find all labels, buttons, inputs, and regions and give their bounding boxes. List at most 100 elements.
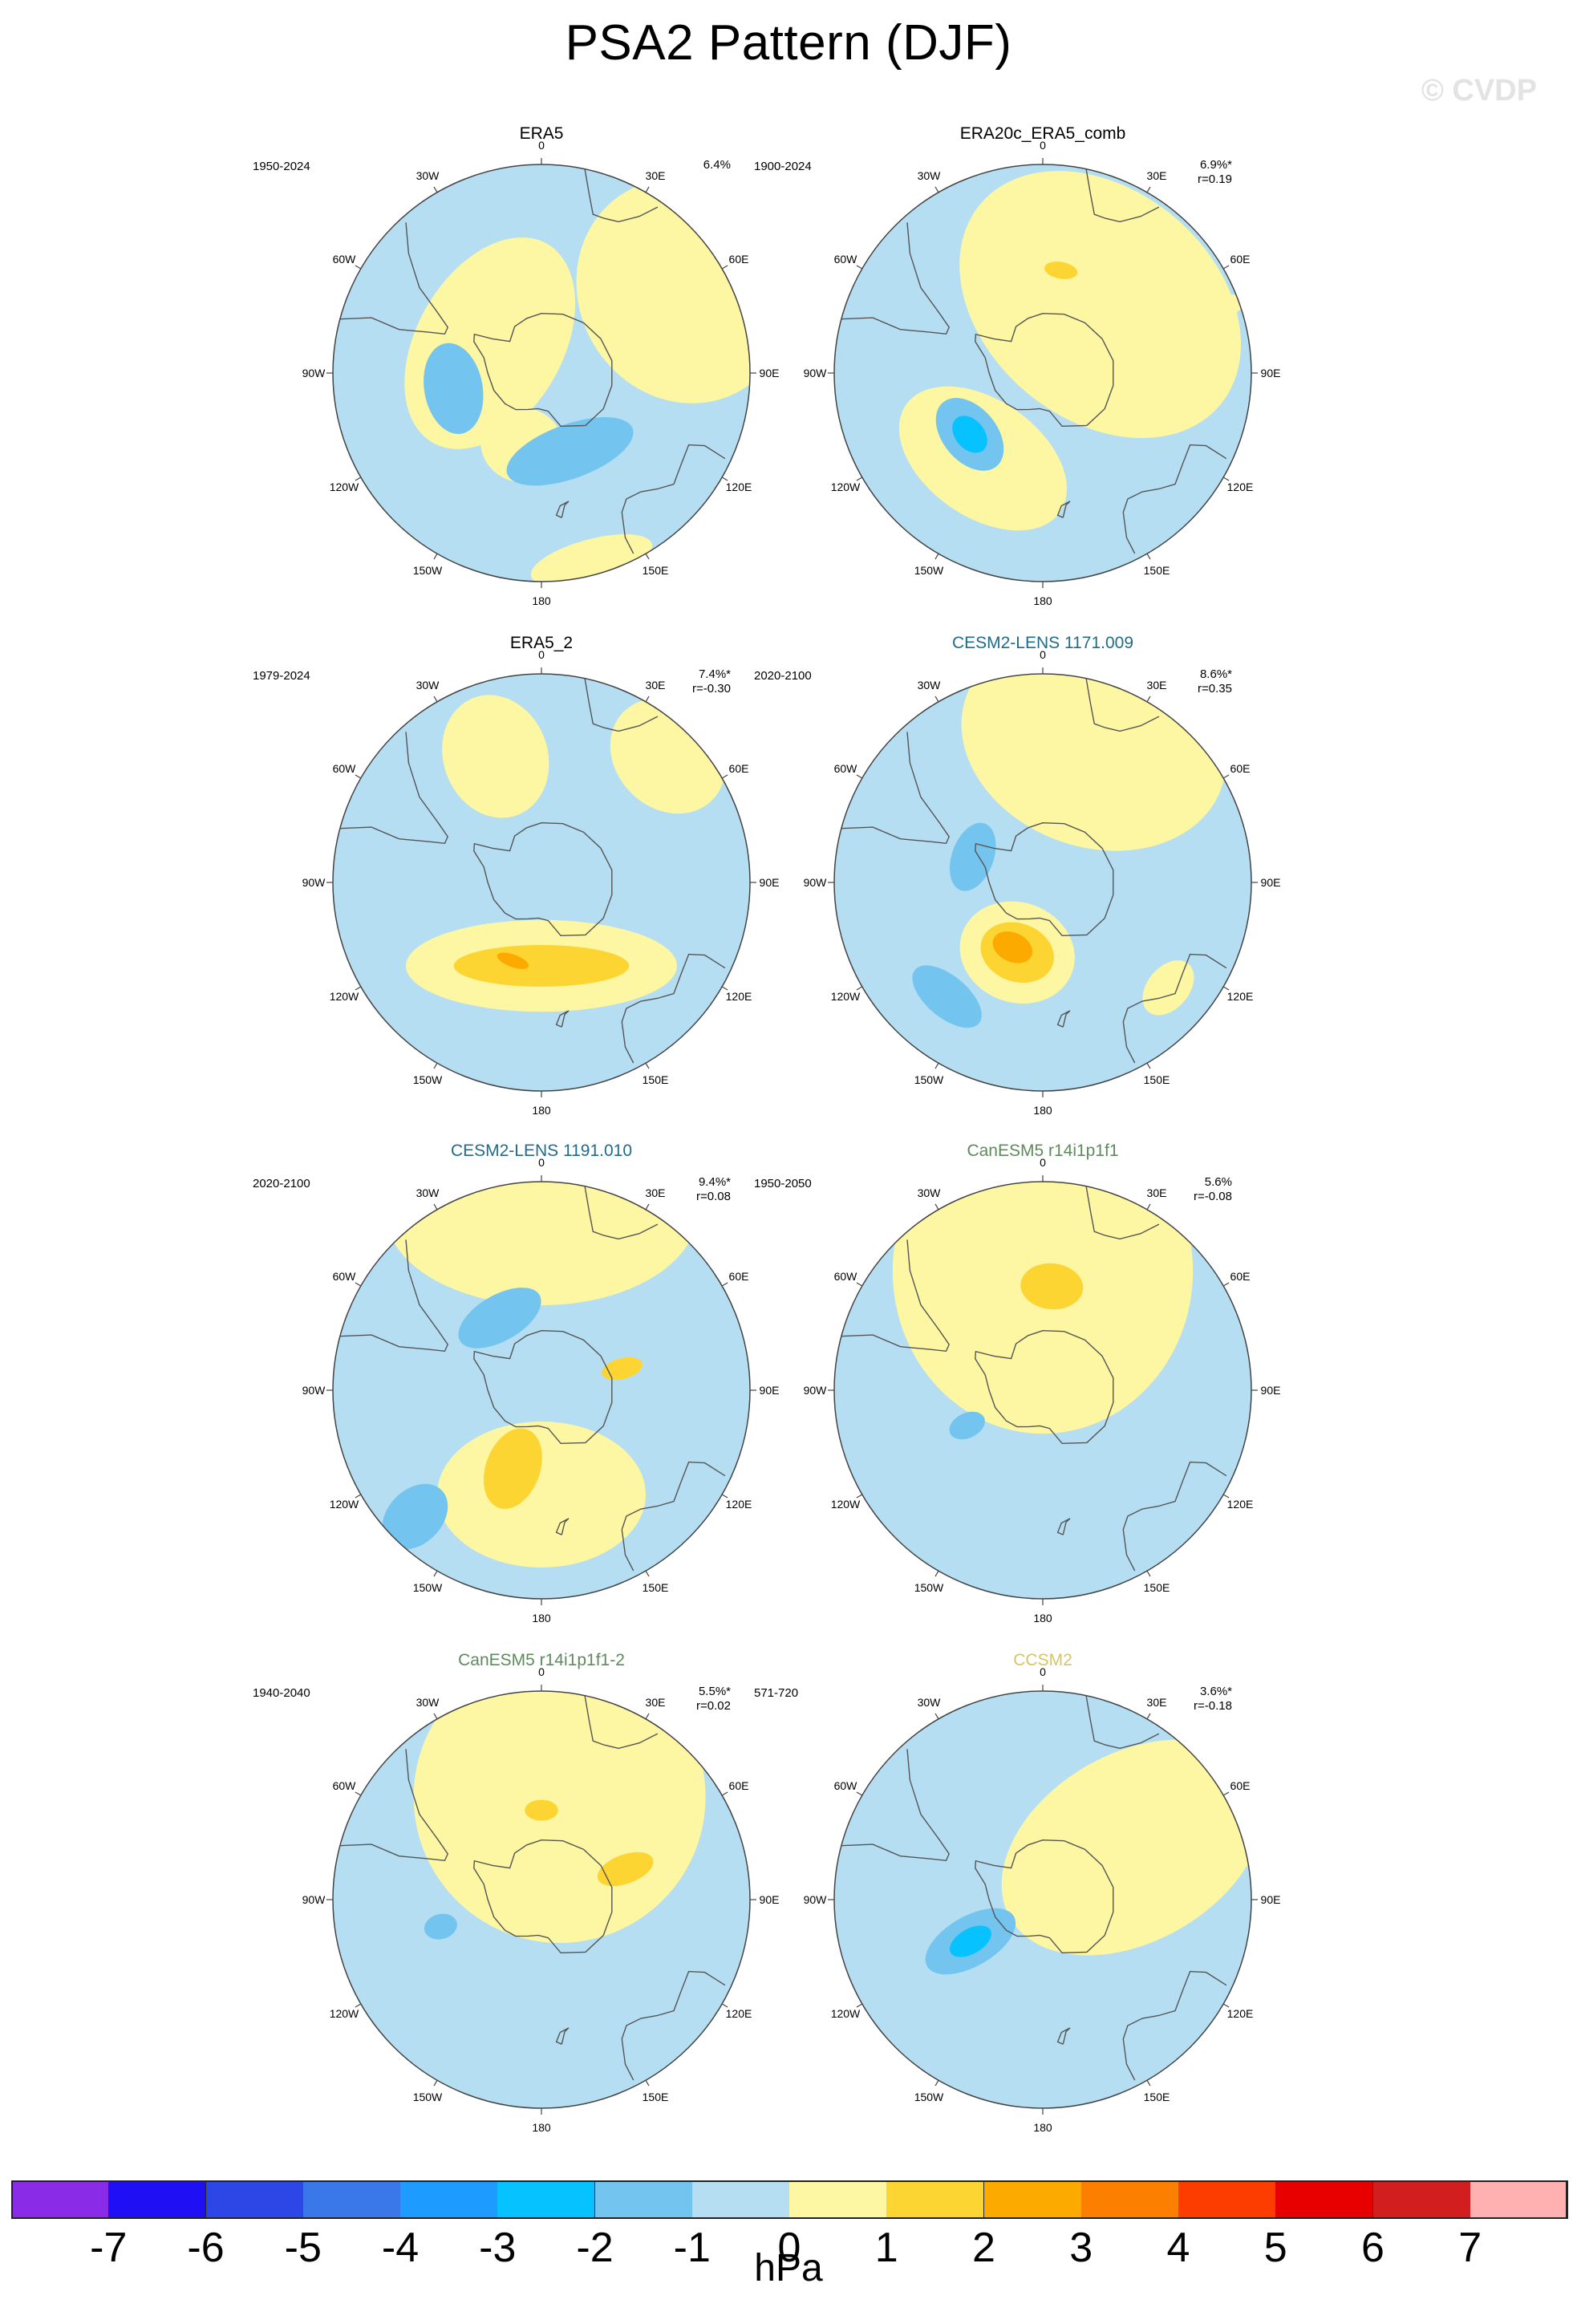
longitude-tick: [721, 986, 728, 991]
longitude-label: 30W: [416, 1696, 440, 1709]
longitude-label: 30W: [918, 679, 942, 692]
longitude-tick: [645, 1570, 650, 1577]
longitude-label: 60E: [1230, 762, 1251, 775]
panel-variance: 6.4%: [659, 158, 731, 172]
longitude-tick: [934, 1570, 939, 1577]
longitude-tick: [856, 1494, 863, 1499]
anomaly-contour-pos1: [1001, 1739, 1251, 1956]
longitude-label: 150E: [1144, 1073, 1170, 1086]
coastline: [584, 678, 659, 732]
longitude-label: 90E: [760, 1384, 780, 1397]
coastline: [1056, 1518, 1071, 1535]
coastline: [339, 1749, 448, 1862]
longitude-label: 30E: [646, 1696, 666, 1709]
longitude-label: 90E: [760, 367, 780, 379]
longitude-label: 30E: [646, 1186, 666, 1199]
panel-title: CCSM2: [1013, 1651, 1072, 1669]
longitude-tick: [1222, 265, 1230, 270]
longitude-tick: [645, 186, 650, 193]
antarctica-coastline: [975, 1329, 1114, 1445]
longitude-tick: [433, 2079, 438, 2087]
longitude-label: 90W: [804, 367, 828, 379]
colorbar-box: [108, 2180, 207, 2219]
polar-map: 0 30E 60E 90E 120E 150E 180 150W 120W 90W 60W 30W: [302, 648, 780, 1117]
panel-variance: 7.4%* r=-0.30: [659, 667, 731, 696]
longitude-tick: [645, 553, 650, 560]
longitude-label: 120E: [1227, 1498, 1254, 1511]
longitude-label: 60W: [333, 253, 357, 266]
pattern-correlation: r=0.35: [1198, 682, 1232, 696]
longitude-label: 60W: [834, 1270, 858, 1283]
longitude-label: 90W: [302, 1893, 326, 1906]
colorbar-box: [205, 2180, 304, 2219]
colorbar-tick-label: -6: [187, 2225, 225, 2271]
longitude-label: 0: [1040, 1156, 1046, 1169]
anomaly-contour-pos2: [597, 1851, 654, 1887]
longitude-tick: [355, 2003, 362, 2008]
panel-years: 1979-2024: [253, 669, 310, 683]
longitude-tick: [645, 1203, 650, 1211]
longitude-tick: [934, 553, 939, 560]
variance-percent: 9.4%*: [698, 1175, 731, 1189]
variance-percent: 7.4%*: [698, 667, 731, 681]
anomaly-contour-neg2: [424, 1913, 457, 1940]
longitude-label: 150E: [643, 2091, 669, 2103]
anomaly-contour-pos1: [437, 1422, 646, 1568]
longitude-label: 90W: [302, 1384, 326, 1397]
colorbar-tick-label: -7: [90, 2225, 128, 2271]
longitude-label: 60E: [1230, 1779, 1251, 1792]
longitude-tick: [433, 1713, 438, 1720]
longitude-label: 150W: [914, 1073, 944, 1086]
longitude-tick: [645, 1713, 650, 1720]
colorbar-box: [1372, 2180, 1471, 2219]
longitude-label: 180: [1033, 1612, 1052, 1624]
longitude-label: 30E: [646, 679, 666, 692]
longitude-label: 150W: [413, 2091, 443, 2103]
polar-map: 0 30E 60E 90E 120E 150E 180 150W 120W 90W 60W 30W: [804, 1665, 1281, 2134]
longitude-label: 0: [538, 1665, 545, 1678]
coastline: [584, 1695, 659, 1750]
longitude-tick: [355, 774, 362, 779]
longitude-label: 180: [532, 1612, 551, 1624]
colorbar-tick-label: -4: [381, 2225, 420, 2271]
map-panel-era5: ERA5 1950-2024 6.4% 0 30E 60E 90E 120E 150E 180 15…: [213, 124, 870, 622]
coastline: [621, 1461, 726, 1572]
antarctica-coastline: [473, 1839, 613, 1954]
longitude-label: 120W: [330, 481, 359, 493]
longitude-label: 30E: [1147, 1696, 1167, 1709]
panel-years: 1950-2024: [253, 160, 310, 173]
colorbar-box: [1178, 2180, 1276, 2219]
longitude-tick: [856, 477, 863, 481]
longitude-label: 60E: [729, 762, 749, 775]
longitude-label: 120E: [1227, 481, 1254, 493]
longitude-tick: [721, 1494, 728, 1499]
anomaly-contour-neg3: [949, 1925, 991, 1957]
anomaly-contour-pos1: [385, 1182, 698, 1306]
longitude-tick: [355, 1282, 362, 1287]
longitude-tick: [1222, 477, 1230, 481]
longitude-label: 60W: [333, 1270, 357, 1283]
longitude-tick: [645, 696, 650, 703]
colorbar-box: [789, 2180, 887, 2219]
longitude-tick: [934, 1713, 939, 1720]
longitude-tick: [1222, 1791, 1230, 1796]
longitude-tick: [856, 265, 863, 270]
anomaly-contour-neg3: [952, 416, 987, 453]
colorbar-tick-label: 3: [1069, 2225, 1093, 2271]
watermark: © CVDP: [1421, 74, 1537, 107]
antarctica-coastline: [473, 1329, 613, 1445]
longitude-tick: [1146, 553, 1151, 560]
longitude-label: 180: [532, 594, 551, 607]
panel-title: CanESM5 r14i1p1f1-2: [458, 1651, 625, 1669]
longitude-label: 30W: [918, 1186, 942, 1199]
longitude-tick: [1146, 1203, 1151, 1211]
colorbar-units: hPa: [754, 2247, 823, 2290]
longitude-label: 150E: [1144, 1581, 1170, 1594]
longitude-label: 120W: [831, 1498, 861, 1511]
longitude-label: 30W: [416, 679, 440, 692]
longitude-label: 120E: [1227, 990, 1254, 1003]
coastline: [841, 1749, 950, 1862]
coastline: [1056, 1010, 1071, 1028]
pattern-correlation: r=-0.30: [692, 682, 731, 696]
longitude-label: 150E: [643, 1073, 669, 1086]
